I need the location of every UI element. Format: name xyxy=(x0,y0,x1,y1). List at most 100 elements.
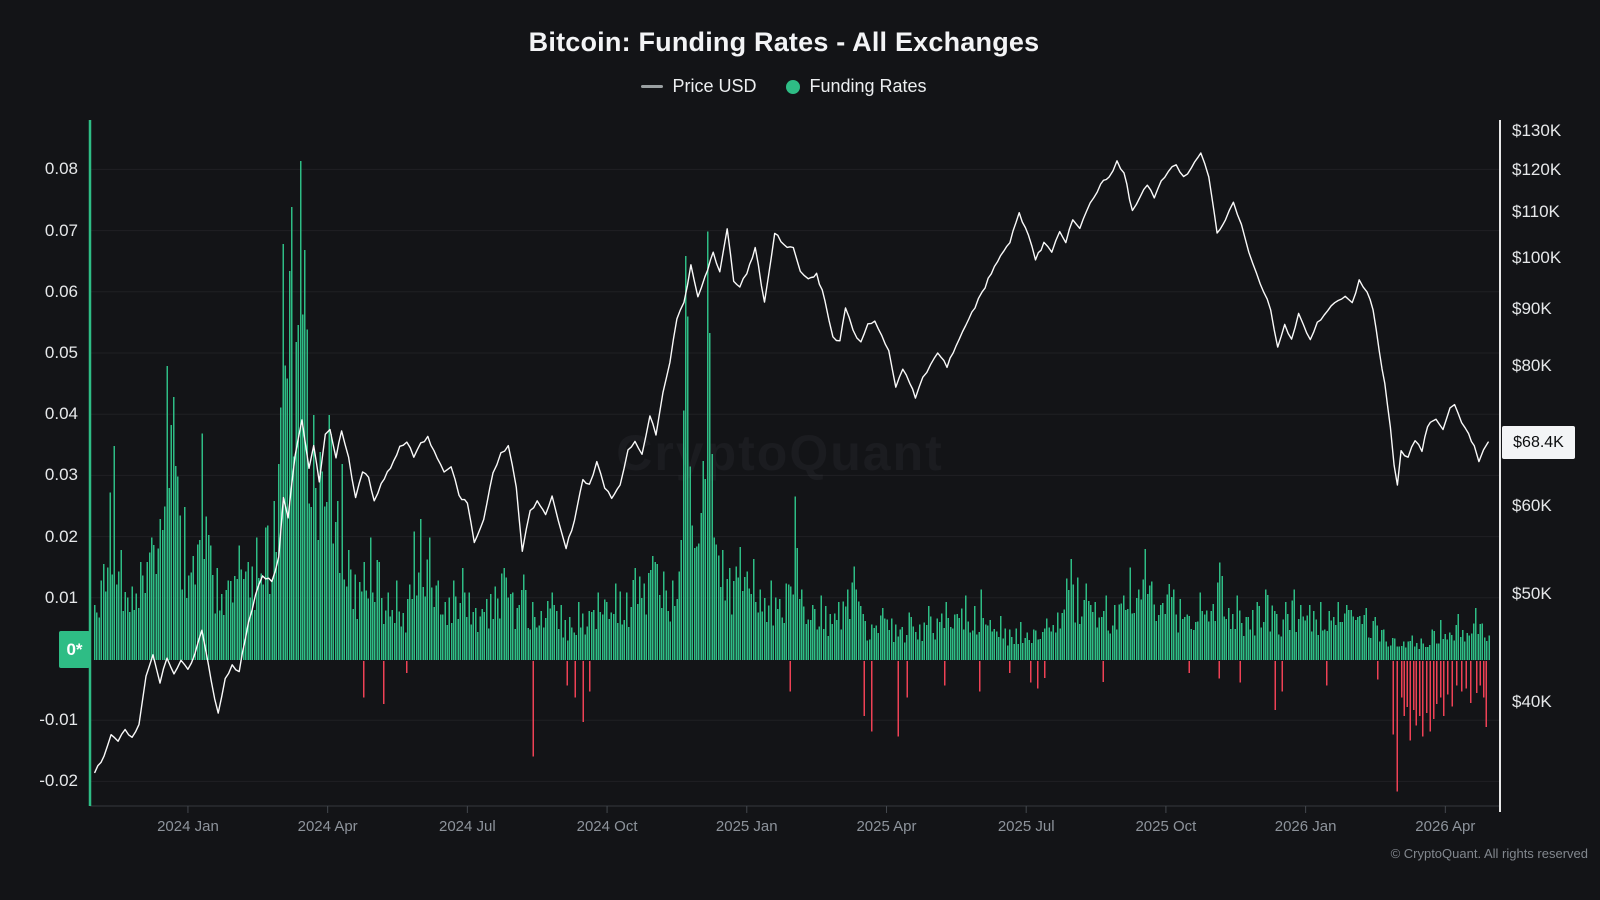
funding-bar xyxy=(724,600,726,660)
funding-bar xyxy=(509,593,512,660)
funding-bar xyxy=(689,466,691,660)
funding-bar xyxy=(803,606,805,660)
funding-bar xyxy=(1030,643,1033,660)
funding-bar xyxy=(827,635,829,660)
funding-bar xyxy=(1243,636,1245,660)
funding-bar xyxy=(1195,622,1197,660)
funding-bar xyxy=(269,593,271,660)
funding-bar xyxy=(641,597,643,660)
funding-bar xyxy=(551,592,553,660)
funding-bar xyxy=(330,434,332,660)
funding-bar xyxy=(893,642,895,660)
funding-bar xyxy=(1179,598,1182,660)
funding-bar-negative xyxy=(1446,661,1449,695)
funding-bar xyxy=(212,575,214,660)
funding-bar xyxy=(343,579,346,660)
funding-bar xyxy=(956,614,958,660)
funding-bar xyxy=(157,548,159,660)
funding-bar xyxy=(387,592,389,660)
funding-bar xyxy=(319,451,321,660)
funding-bar xyxy=(941,613,943,660)
funding-bar-negative xyxy=(1218,661,1221,679)
funding-bar xyxy=(1416,643,1418,660)
funding-bar xyxy=(1280,636,1282,660)
funding-bar xyxy=(667,610,669,660)
funding-bar xyxy=(1000,615,1002,660)
funding-bar xyxy=(1199,592,1201,660)
funding-bar xyxy=(1188,615,1190,660)
funding-bar xyxy=(1326,631,1328,660)
funding-bar-negative xyxy=(1392,661,1394,735)
funding-bar xyxy=(739,546,742,660)
funding-bar xyxy=(993,629,996,660)
funding-bar xyxy=(862,614,864,660)
legend-item-funding-rates[interactable]: Funding Rates xyxy=(786,76,927,97)
funding-bar xyxy=(860,606,862,660)
funding-bar xyxy=(262,584,265,660)
funding-bar xyxy=(488,628,490,660)
funding-bar xyxy=(973,606,976,660)
funding-bar xyxy=(260,573,262,660)
legend-item-price-usd[interactable]: Price USD xyxy=(641,76,756,97)
funding-bar-negative xyxy=(1429,661,1432,732)
funding-bar xyxy=(1350,610,1352,660)
funding-bar xyxy=(140,562,142,660)
funding-bar xyxy=(411,599,413,660)
funding-bar xyxy=(1050,631,1053,660)
funding-bar xyxy=(444,601,446,660)
funding-bar xyxy=(1177,632,1179,660)
funding-bar xyxy=(1140,599,1142,660)
funding-bar xyxy=(1232,614,1234,660)
funding-bar xyxy=(240,569,243,660)
price-line xyxy=(94,152,1489,774)
funding-bar xyxy=(536,627,538,660)
funding-bar xyxy=(347,549,350,660)
funding-bar xyxy=(555,611,558,660)
funding-bar-negative xyxy=(863,661,865,717)
funding-bar xyxy=(1164,614,1166,660)
funding-bar xyxy=(1367,637,1370,660)
funding-bar xyxy=(247,562,249,660)
funding-bar xyxy=(879,615,882,660)
funding-bar xyxy=(135,593,138,660)
funding-bar xyxy=(352,608,354,660)
funding-bar xyxy=(722,549,724,660)
funding-bar-negative xyxy=(1412,661,1415,710)
funding-bar xyxy=(1479,624,1482,660)
funding-bar xyxy=(420,519,422,660)
funding-bar xyxy=(781,617,783,660)
funding-bar xyxy=(969,632,972,660)
funding-bar xyxy=(1361,624,1363,660)
funding-bar xyxy=(1363,614,1365,660)
funding-bar xyxy=(1109,633,1112,660)
funding-bar xyxy=(210,545,212,660)
funding-bar xyxy=(1146,593,1149,660)
funding-bar xyxy=(1083,599,1085,660)
funding-bar xyxy=(161,529,164,660)
funding-bar xyxy=(267,525,269,660)
funding-bar xyxy=(691,525,694,660)
funding-bar xyxy=(297,325,300,660)
funding-bar xyxy=(728,568,731,660)
funding-bar xyxy=(1210,611,1212,660)
funding-bar xyxy=(654,562,656,660)
funding-bar xyxy=(1486,641,1488,660)
funding-bar xyxy=(1208,621,1210,660)
funding-bar xyxy=(1122,595,1125,660)
funding-bar xyxy=(1475,608,1477,660)
funding-bar xyxy=(155,574,157,660)
funding-bar xyxy=(1201,611,1204,660)
funding-bar xyxy=(378,562,381,660)
funding-bar xyxy=(1365,608,1368,660)
funding-bar xyxy=(334,521,337,660)
funding-bar xyxy=(897,636,899,660)
funding-bar xyxy=(812,604,814,660)
funding-bar xyxy=(151,537,153,660)
funding-bar xyxy=(818,626,820,660)
funding-bar xyxy=(409,584,411,660)
funding-bar xyxy=(853,566,856,660)
funding-bar xyxy=(1157,615,1160,660)
funding-bar xyxy=(1381,630,1383,660)
funding-bar-negative xyxy=(532,661,534,757)
